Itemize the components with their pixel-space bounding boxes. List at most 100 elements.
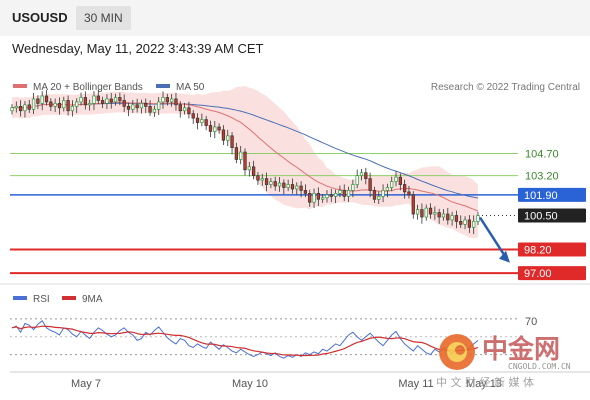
candle-body bbox=[454, 215, 459, 222]
candle-body bbox=[96, 95, 100, 101]
candle-body bbox=[325, 194, 329, 199]
symbol-title: USOUSD bbox=[12, 10, 68, 25]
candle-body bbox=[359, 172, 364, 177]
rsi-line bbox=[11, 319, 479, 359]
candle-body bbox=[346, 190, 351, 197]
candle-body bbox=[122, 100, 126, 107]
candle-body bbox=[446, 213, 450, 221]
candle-body bbox=[226, 135, 230, 141]
candle-body bbox=[333, 193, 338, 197]
candle-body bbox=[424, 207, 428, 218]
candle-body bbox=[351, 184, 355, 191]
candle-body bbox=[165, 97, 169, 103]
candle-body bbox=[441, 213, 446, 218]
candle-body bbox=[269, 181, 273, 185]
candle-body bbox=[463, 219, 467, 225]
candle-body bbox=[161, 97, 165, 103]
candle-body bbox=[79, 97, 83, 103]
candle-body bbox=[182, 107, 187, 112]
candle-body bbox=[303, 190, 308, 194]
level-value-s1: 98.20 bbox=[524, 244, 552, 256]
projection-arrow-shaft bbox=[478, 216, 508, 259]
level-value-r2: 104.70 bbox=[525, 149, 559, 161]
level-value-r1: 103.20 bbox=[525, 171, 559, 183]
candle-body bbox=[407, 191, 411, 196]
candle-body bbox=[66, 100, 70, 112]
rsi-legend-swatch bbox=[13, 296, 27, 300]
level-value-pivot: 101.90 bbox=[524, 190, 558, 202]
rsi-upper-label: 70 bbox=[525, 316, 537, 328]
rsi-ma-line bbox=[11, 325, 479, 357]
candle-body bbox=[62, 100, 66, 109]
candle-body bbox=[44, 95, 49, 103]
candle-body bbox=[394, 176, 398, 182]
level-tag-s2 bbox=[518, 266, 586, 281]
candle-body bbox=[10, 107, 14, 112]
candle-body bbox=[472, 221, 476, 228]
candle-body bbox=[27, 104, 31, 110]
level-tag-pivot bbox=[518, 187, 586, 202]
candle-body bbox=[57, 103, 62, 109]
candle-body bbox=[415, 209, 420, 215]
candle-body bbox=[282, 182, 286, 188]
candle-body bbox=[290, 184, 295, 190]
candle-body bbox=[403, 184, 407, 193]
candle-body bbox=[230, 135, 234, 148]
candle-body bbox=[277, 182, 282, 187]
candle-body bbox=[459, 221, 463, 225]
candle-body bbox=[213, 126, 217, 132]
level-tag-last bbox=[518, 208, 586, 223]
timeframe-tab[interactable]: 30 MIN bbox=[76, 6, 131, 30]
price-tags: 101.90 100.50 98.20 97.00 bbox=[518, 187, 586, 281]
level-value-last: 100.50 bbox=[524, 211, 558, 223]
candle-body bbox=[31, 98, 36, 110]
x-label-may13: May 13 bbox=[466, 378, 502, 390]
candle-body bbox=[174, 98, 178, 106]
candle-body bbox=[372, 190, 377, 200]
candle-body bbox=[92, 95, 96, 104]
candle-body bbox=[342, 190, 346, 197]
candle-body bbox=[157, 101, 161, 110]
x-label-may10: May 10 bbox=[232, 378, 268, 390]
key-levels: 104.70 103.20 bbox=[10, 149, 559, 275]
candle-body bbox=[148, 105, 152, 113]
candle-body bbox=[377, 195, 381, 200]
candle-body bbox=[100, 100, 105, 104]
watermark-text: 中金网 bbox=[482, 334, 560, 365]
candle-body bbox=[273, 181, 277, 187]
chart-datetime: Wednesday, May 11, 2022 3:43:39 AM CET bbox=[12, 41, 264, 56]
rsi-legend-label: RSI bbox=[33, 294, 50, 305]
candle-body bbox=[437, 212, 441, 218]
candle-body bbox=[308, 193, 312, 203]
candle-body bbox=[178, 104, 182, 112]
level-value-s2: 97.00 bbox=[524, 268, 552, 280]
candle-body bbox=[251, 166, 256, 177]
candle-body bbox=[144, 103, 148, 107]
level-tag-s1 bbox=[518, 242, 586, 257]
candle-body bbox=[385, 187, 390, 191]
candle-body bbox=[131, 104, 135, 110]
candle-body bbox=[40, 95, 44, 104]
x-label-may11: May 11 bbox=[398, 378, 433, 390]
candle-body bbox=[105, 98, 109, 104]
candle-body bbox=[53, 103, 57, 107]
candle-body bbox=[286, 184, 290, 188]
candle-body bbox=[312, 193, 316, 203]
candle-body bbox=[88, 103, 92, 106]
candle-body bbox=[187, 107, 191, 115]
candle-body bbox=[49, 101, 53, 107]
x-label-may7: May 7 bbox=[71, 378, 101, 390]
candle-body bbox=[264, 178, 269, 185]
candle-body bbox=[75, 101, 79, 107]
candle-body bbox=[70, 105, 75, 112]
candle-body bbox=[109, 98, 113, 103]
candle-body bbox=[316, 193, 320, 200]
candle-body bbox=[256, 175, 260, 181]
candle-body bbox=[221, 129, 226, 141]
candle-body bbox=[83, 97, 87, 106]
ma50-legend-label: MA 50 bbox=[176, 82, 205, 93]
candle-body bbox=[381, 190, 385, 197]
candle-body bbox=[428, 207, 433, 215]
candle-body bbox=[355, 175, 359, 185]
